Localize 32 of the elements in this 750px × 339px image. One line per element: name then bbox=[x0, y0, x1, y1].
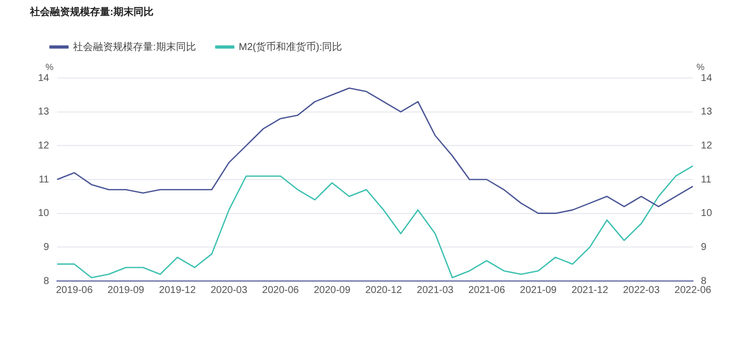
x-tick-label: 2021-09 bbox=[520, 284, 558, 296]
y-axis-title: % bbox=[46, 62, 54, 72]
x-tick-label: 2020-12 bbox=[365, 284, 402, 296]
y-tick-label: 13 bbox=[38, 106, 50, 118]
y-tick-label: 14 bbox=[38, 72, 50, 84]
x-tick-label: 2020-06 bbox=[262, 284, 300, 296]
y-tick-label: 11 bbox=[38, 174, 50, 186]
y2-tick-label: 9 bbox=[700, 242, 707, 253]
y2-tick-label: 10 bbox=[700, 208, 712, 220]
x-tick-label: 2020-03 bbox=[210, 284, 248, 296]
x-tick-label: 2022-06 bbox=[674, 284, 712, 296]
y-tick-label: 10 bbox=[38, 208, 50, 220]
legend-label: 社会融资规模存量:期末同比 bbox=[73, 40, 196, 53]
y2-tick-label: 12 bbox=[700, 140, 712, 152]
y2-tick-label: 13 bbox=[700, 106, 712, 118]
chart-title: 社会融资规模存量:期末同比 bbox=[29, 6, 154, 18]
y-tick-label: 8 bbox=[44, 276, 50, 287]
y2-tick-label: 8 bbox=[700, 276, 707, 287]
y2-axis-title: % bbox=[696, 62, 704, 72]
x-tick-label: 2021-06 bbox=[468, 284, 506, 296]
y2-tick-label: 14 bbox=[700, 72, 712, 84]
legend-label: M2(货币和准货币):同比 bbox=[238, 40, 342, 53]
x-tick-label: 2020-09 bbox=[314, 284, 351, 296]
y2-tick-label: 11 bbox=[700, 174, 712, 186]
x-tick-label: 2019-12 bbox=[159, 284, 196, 296]
x-tick-label: 2021-03 bbox=[416, 284, 454, 296]
x-tick-label: 2019-09 bbox=[108, 284, 145, 296]
x-tick-label: 2022-03 bbox=[622, 284, 660, 296]
x-tick-label: 2021-12 bbox=[571, 284, 609, 296]
x-tick-label: 2019-06 bbox=[56, 284, 94, 296]
y-tick-label: 12 bbox=[38, 140, 50, 152]
y-tick-label: 9 bbox=[44, 242, 50, 253]
